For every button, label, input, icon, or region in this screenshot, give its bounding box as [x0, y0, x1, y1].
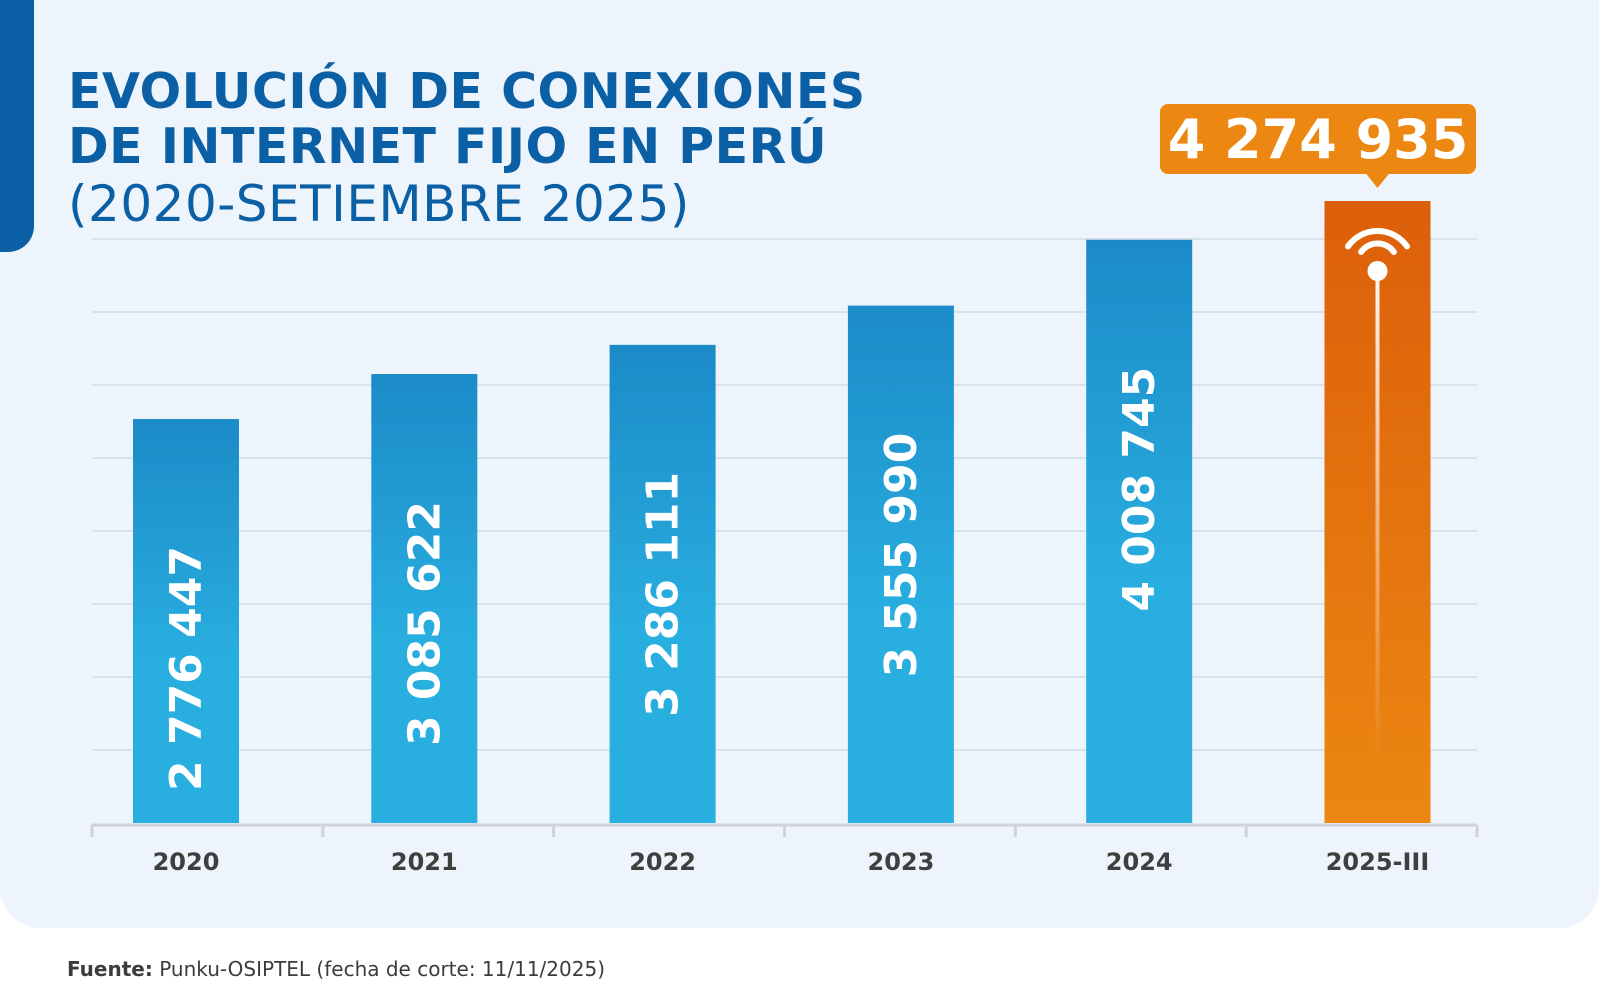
data-label-highlight: 4 274 935 [1168, 108, 1469, 171]
source-text: Punku-OSIPTEL (fecha de corte: 11/11/202… [152, 957, 605, 981]
data-label: 3 286 111 [638, 472, 689, 717]
x-tick-label: 2023 [868, 848, 935, 876]
data-label: 4 008 745 [1114, 367, 1165, 612]
wifi-arc [1358, 240, 1397, 255]
title-line-2: DE INTERNET FIJO EN PERÚ [68, 118, 828, 175]
data-label: 2 776 447 [161, 546, 212, 791]
source-note: Fuente: Punku-OSIPTEL (fecha de corte: 1… [67, 957, 605, 981]
bar-2021 [371, 374, 478, 823]
chart-title: EVOLUCIÓN DE CONEXIONES DE INTERNET FIJO… [68, 64, 866, 234]
highlight-callout: 4 274 935 [1160, 104, 1476, 188]
wifi-stem [1375, 271, 1380, 761]
title-line-1: EVOLUCIÓN DE CONEXIONES [68, 63, 866, 120]
x-tick-label: 2020 [153, 848, 220, 876]
bar-2022 [609, 344, 716, 823]
accent-tab [0, 0, 34, 252]
wifi-dot [1367, 261, 1388, 281]
wifi-arc [1344, 228, 1411, 250]
chart-subtitle: (2020-SETIEMBRE 2025) [68, 175, 690, 233]
bar-chart: 2020 2 776 447 2021 3 085 622 2022 3 286 111 2… [90, 104, 1479, 876]
x-tick-label: 2022 [629, 848, 696, 876]
callout-pointer [1365, 173, 1390, 188]
gridlines [92, 238, 1477, 751]
bar-2024 [1086, 239, 1193, 823]
data-label: 3 085 622 [399, 501, 450, 746]
wifi-icon [1344, 228, 1411, 761]
source-label: Fuente: [67, 957, 153, 981]
bar-2023 [847, 305, 954, 824]
data-label: 3 555 990 [876, 433, 927, 678]
x-tick-label: 2025-III [1326, 848, 1430, 876]
bar-2020 [133, 419, 239, 823]
callout-box [1160, 104, 1476, 174]
x-tick-label: 2024 [1106, 848, 1173, 876]
x-tick-label: 2021 [391, 848, 458, 876]
